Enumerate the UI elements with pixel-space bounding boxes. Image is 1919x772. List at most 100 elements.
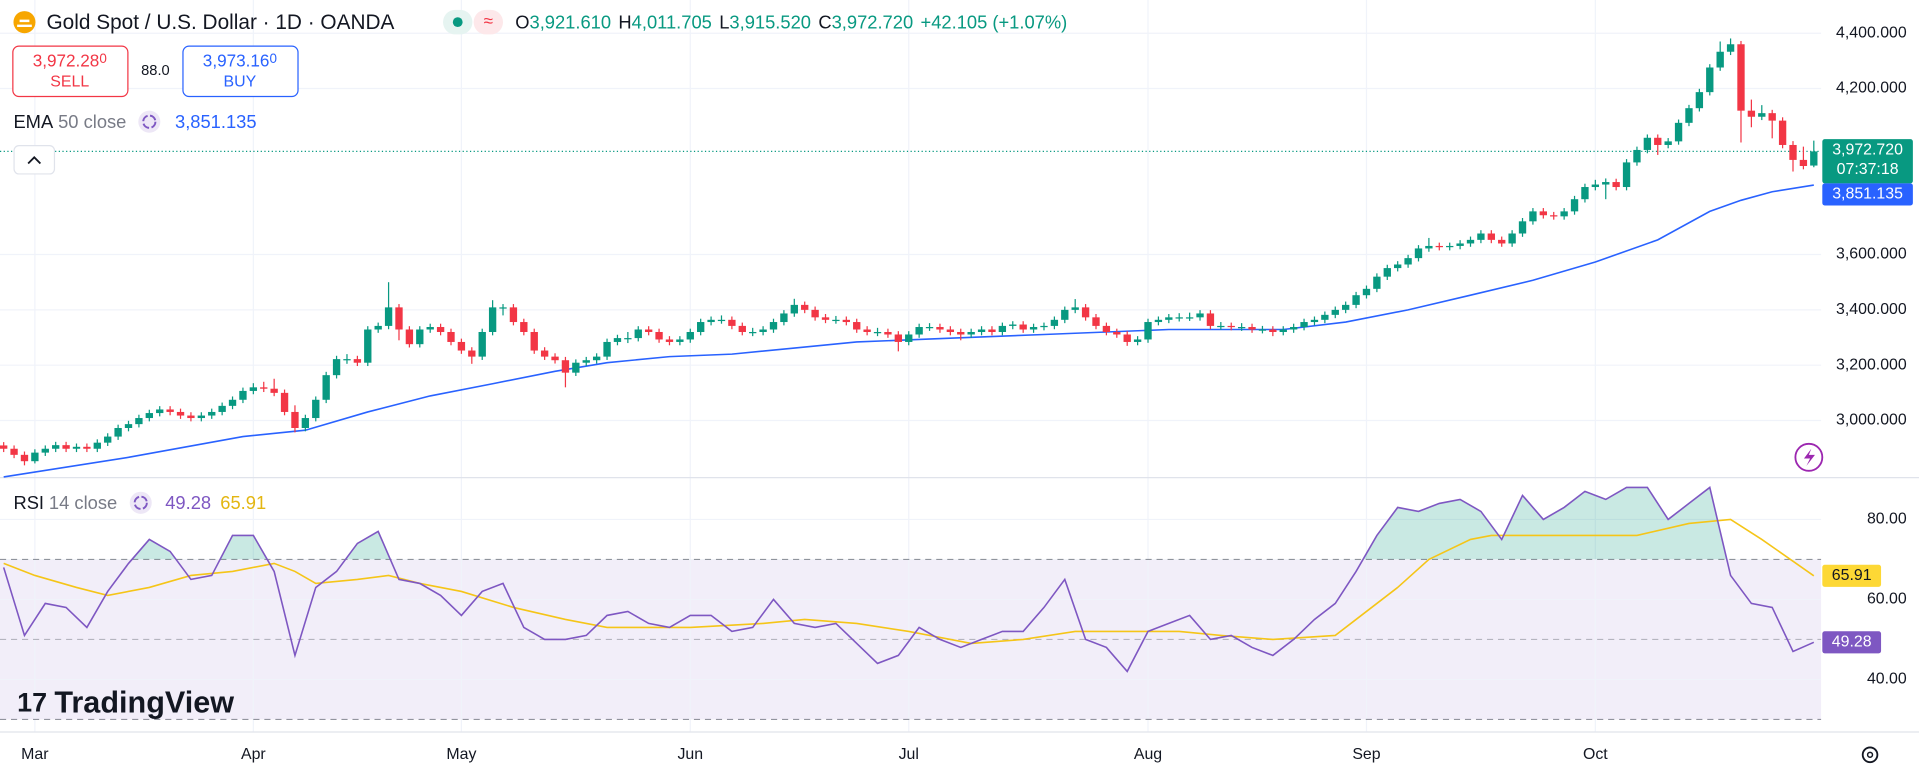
candle-body <box>20 454 29 462</box>
ema-name: EMA <box>13 111 53 132</box>
y-tick-label: 3,000.000 <box>1836 412 1907 429</box>
candle-body <box>499 307 507 309</box>
candle-body <box>1029 327 1038 330</box>
settings-icon[interactable] <box>1861 746 1879 764</box>
candle-body <box>52 445 60 449</box>
buy-price: 3,973.160 <box>203 50 277 70</box>
rsi-value: 49.28 <box>165 492 211 513</box>
rsi-overbought-fill <box>3 487 1814 560</box>
candle-body <box>853 322 861 330</box>
last-price-badge <box>1822 139 1913 184</box>
candle-body <box>114 427 122 437</box>
candle-body <box>769 322 778 330</box>
candle-body <box>260 387 268 389</box>
rsi-settings-icon[interactable] <box>129 491 152 514</box>
candle-body <box>894 334 903 342</box>
candle-body <box>135 418 143 425</box>
candle-body <box>925 327 934 329</box>
candle-body <box>228 399 237 406</box>
candle-body <box>592 356 601 361</box>
candle-body <box>1602 182 1610 185</box>
candle-body <box>405 329 414 345</box>
candle-body <box>676 339 684 342</box>
candle-body <box>1747 110 1756 117</box>
candle-body <box>1622 162 1631 188</box>
candle-body <box>1269 329 1277 332</box>
candle-body <box>249 387 258 391</box>
candle-body <box>1009 324 1017 326</box>
rsi-tick-label: 60.00 <box>1867 591 1907 608</box>
candle-body <box>936 327 944 330</box>
logo-glyph <box>17 19 32 28</box>
ema-badge <box>1822 183 1913 206</box>
candle-body <box>1466 239 1475 244</box>
ohlc-value: 4,011.705 <box>632 11 712 32</box>
delay-icon: ≈ <box>484 11 493 31</box>
candle-body <box>374 325 382 330</box>
candle-body <box>322 375 330 400</box>
candle-body <box>1373 276 1381 289</box>
candle-body <box>1706 67 1714 93</box>
candle-body <box>1102 325 1111 332</box>
candle-body <box>759 329 767 332</box>
countdown: 07:37:18 <box>1837 161 1899 178</box>
candle-body <box>644 329 653 332</box>
sell-button[interactable] <box>12 45 129 98</box>
ema-legend[interactable]: EMA 50 close <box>13 111 126 132</box>
candle-body <box>156 409 164 414</box>
x-tick-label: Aug <box>1134 746 1162 763</box>
candle-body <box>104 436 112 443</box>
ema-settings-icon[interactable] <box>138 110 161 133</box>
ema-axis-label: 3,851.135 <box>1832 186 1903 203</box>
candle-body <box>884 331 892 335</box>
candle-body <box>1185 317 1194 319</box>
buy-button[interactable] <box>182 45 299 98</box>
candle-body <box>1289 327 1298 330</box>
candle-body <box>176 411 185 416</box>
candle-body <box>468 350 476 357</box>
candle-body <box>1300 322 1308 328</box>
rsi-axis-label: 49.28 <box>1832 633 1872 650</box>
x-tick-label: Mar <box>21 746 49 763</box>
candle-body <box>665 339 674 342</box>
candle-body <box>218 405 226 412</box>
candle-body <box>332 359 341 376</box>
ema-value: 3,851.135 <box>175 111 257 132</box>
candle-body <box>998 325 1007 332</box>
candle-body <box>31 452 39 462</box>
candle-body <box>10 448 18 455</box>
ema-params: 50 close <box>58 111 126 132</box>
rsi-badge <box>1822 631 1882 654</box>
candle-body <box>832 319 840 322</box>
candle-body <box>811 309 819 318</box>
candle-body <box>1279 329 1287 332</box>
x-tick-label: Jun <box>677 746 703 763</box>
candle-body <box>395 307 403 330</box>
candle-body <box>1331 309 1339 315</box>
collapse-button[interactable] <box>13 145 56 175</box>
candle-body <box>697 322 705 332</box>
candle-body <box>749 331 757 334</box>
candle-body <box>1321 314 1329 320</box>
symbol-title[interactable]: Gold Spot / U.S. Dollar · 1D · OANDA <box>47 11 395 34</box>
candle-body <box>1425 245 1433 249</box>
candle-body <box>166 409 174 412</box>
candle-body <box>1498 239 1506 244</box>
candle-body <box>707 319 715 323</box>
candle-body <box>1404 258 1412 265</box>
sell-price: 3,972.280 <box>33 50 107 70</box>
delay-status[interactable] <box>473 9 504 35</box>
candle-body <box>1716 51 1724 68</box>
candle-body <box>613 338 622 342</box>
candle-body <box>291 411 299 428</box>
ohlc-value: 3,915.520 <box>729 11 811 32</box>
candle-body <box>426 327 434 330</box>
watermark[interactable]: 17 TradingView <box>17 685 234 719</box>
candle-body <box>1040 325 1048 328</box>
rsi-legend[interactable]: RSI 14 close <box>13 492 117 513</box>
candle-body <box>1123 334 1131 342</box>
candle-body <box>624 338 632 340</box>
candle-body <box>1758 113 1766 117</box>
ohlc-value: 3,972.720 <box>832 11 914 32</box>
